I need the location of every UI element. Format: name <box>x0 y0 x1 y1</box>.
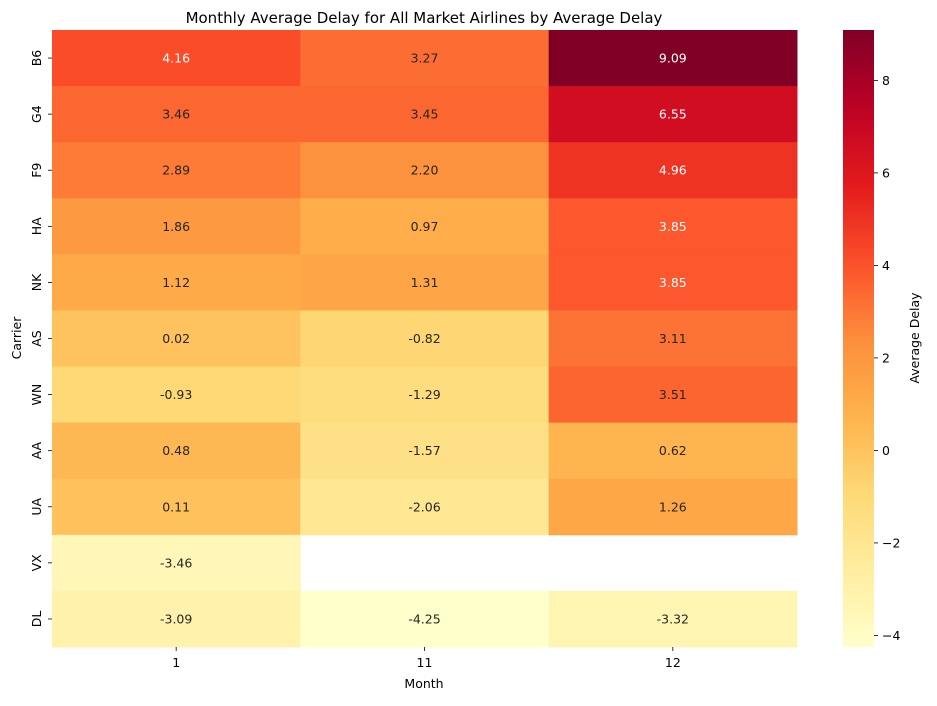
cell-value-label: 1.12 <box>162 275 190 290</box>
heatmap-cell <box>548 366 798 424</box>
x-tick-label: 12 <box>665 655 681 670</box>
colorbar <box>843 30 874 647</box>
y-tick-label: NK <box>29 273 44 291</box>
cell-value-label: -3.09 <box>160 611 192 626</box>
heatmap-cell <box>52 590 301 648</box>
heatmap-cell <box>548 478 798 536</box>
heatmap-cell <box>52 198 301 255</box>
heatmap-cell <box>52 534 301 592</box>
colorbar-tick-label: 4 <box>882 258 890 273</box>
heatmap-cell <box>300 30 550 87</box>
heatmap-cell <box>548 422 798 480</box>
heatmap-cell <box>300 478 550 536</box>
y-tick-label: B6 <box>29 50 44 67</box>
cell-value-label: 3.51 <box>659 387 687 402</box>
colorbar-tick-label: 0 <box>882 443 890 458</box>
heatmap-cell <box>300 142 550 199</box>
cell-value-label: 2.20 <box>411 163 439 178</box>
heatmap-cell <box>300 310 550 368</box>
cell-value-label: 0.62 <box>659 443 687 458</box>
y-axis-label: Carrier <box>9 316 24 360</box>
cell-value-label: 3.45 <box>411 107 439 122</box>
cell-value-label: 1.86 <box>162 219 190 234</box>
heatmap-cell <box>52 86 301 143</box>
cell-value-label: -4.25 <box>408 611 440 626</box>
heatmap-cell <box>52 310 301 368</box>
cell-value-label: -2.06 <box>408 499 440 514</box>
y-tick-label: UA <box>29 497 44 515</box>
cell-value-label: -0.93 <box>160 387 192 402</box>
heatmap-cell <box>300 198 550 255</box>
cell-value-label: 0.97 <box>411 219 439 234</box>
heatmap-cell <box>300 422 550 480</box>
colorbar-tick-label: 2 <box>882 350 890 365</box>
cell-value-label: -1.57 <box>408 443 440 458</box>
cell-value-label: 3.85 <box>659 219 687 234</box>
x-axis-label: Month <box>404 676 443 691</box>
y-tick-label: AA <box>29 442 44 460</box>
cell-value-label: 3.27 <box>411 51 439 66</box>
heatmap-cell <box>52 366 301 424</box>
heatmap-cell <box>548 30 798 87</box>
heatmap-cell <box>52 478 301 536</box>
heatmap-cell <box>300 366 550 424</box>
cell-value-label: 1.31 <box>411 275 439 290</box>
cell-value-label: -1.29 <box>408 387 440 402</box>
colorbar-ticks: −4 −2 0 2 4 6 8 <box>874 73 900 643</box>
y-tick-label: DL <box>29 611 44 628</box>
cell-value-label: 1.26 <box>659 499 687 514</box>
x-tick-label: 11 <box>417 655 433 670</box>
heatmap-cell <box>548 310 798 368</box>
heatmap-cell <box>548 254 798 311</box>
heatmap-cell <box>300 254 550 311</box>
cell-value-label: -0.82 <box>408 331 440 346</box>
colorbar-label: Average Delay <box>907 292 922 384</box>
heatmap-cell-labels: 4.16 3.27 9.09 3.46 3.45 6.55 2.89 2.20 4.96 1.86… <box>160 51 689 627</box>
y-tick-label: G4 <box>29 105 44 123</box>
cell-value-label: 0.02 <box>162 331 190 346</box>
heatmap-cell <box>52 422 301 480</box>
heatmap-cell <box>300 86 550 143</box>
chart-title: Monthly Average Delay for All Market Air… <box>186 9 663 27</box>
cell-value-label: 4.96 <box>659 163 687 178</box>
cell-value-label: 0.11 <box>162 499 190 514</box>
cell-value-label: 3.46 <box>162 107 190 122</box>
heatmap-cell <box>548 142 798 199</box>
heatmap-cell <box>52 254 301 311</box>
cell-value-label: 6.55 <box>659 107 687 122</box>
colorbar-tick-label: 8 <box>882 73 890 88</box>
cell-value-label: 0.48 <box>162 443 190 458</box>
y-tick-label: HA <box>29 217 44 235</box>
y-axis: B6 G4 F9 HA NK AS WN AA UA VX DL <box>29 50 52 628</box>
heatmap-cell <box>52 30 301 87</box>
colorbar-tick-label: 6 <box>882 165 890 180</box>
x-axis: 1 11 12 <box>172 647 681 670</box>
cell-value-label: 3.11 <box>659 331 687 346</box>
y-tick-label: WN <box>29 384 44 406</box>
heatmap-cell <box>548 86 798 143</box>
heatmap-cell <box>548 590 798 648</box>
cell-value-label: 9.09 <box>659 51 687 66</box>
cell-value-label: 3.85 <box>659 275 687 290</box>
cell-value-label: -3.46 <box>160 555 192 570</box>
cell-value-label: -3.32 <box>657 611 689 626</box>
colorbar-tick-label: −2 <box>882 535 900 550</box>
heatmap-cell <box>52 142 301 199</box>
y-tick-label: AS <box>29 330 44 347</box>
heatmap-cells <box>52 30 798 648</box>
y-tick-label: VX <box>29 554 44 572</box>
heatmap-cell <box>300 590 550 648</box>
colorbar-tick-label: −4 <box>882 628 900 643</box>
y-tick-label: F9 <box>29 163 44 178</box>
x-tick-label: 1 <box>172 655 180 670</box>
heatmap-cell <box>548 198 798 255</box>
cell-value-label: 4.16 <box>162 51 190 66</box>
cell-value-label: 2.89 <box>162 163 190 178</box>
